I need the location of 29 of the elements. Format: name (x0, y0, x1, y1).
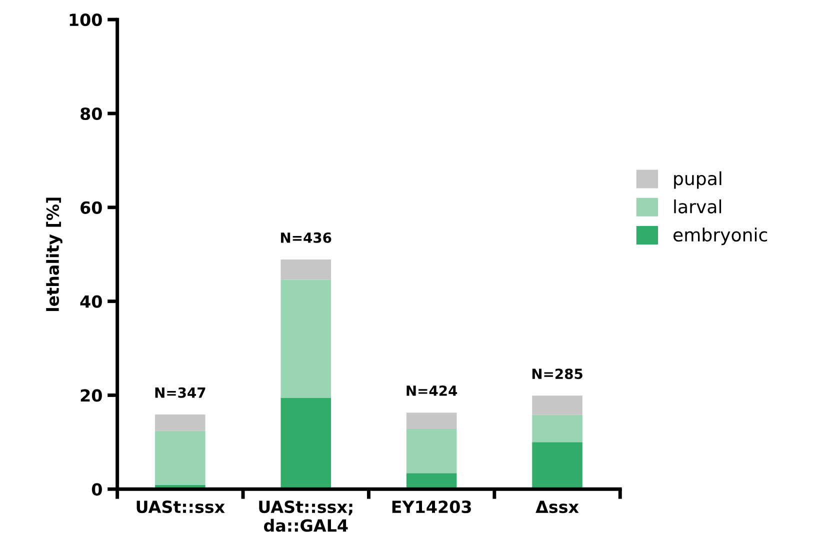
legend-label: embryonic (673, 228, 768, 246)
bar (280, 398, 332, 490)
bar (155, 414, 206, 431)
annotation: N=347 (155, 387, 206, 398)
bar (406, 429, 457, 474)
y-tick-label: 100 (70, 14, 102, 26)
x-tick-label: Δssx (536, 500, 579, 514)
bar (406, 412, 457, 430)
bar (155, 430, 206, 485)
x-tick-label: UASt::ssx (136, 500, 225, 514)
bar (532, 396, 582, 415)
y-tick-label: 20 (80, 389, 102, 402)
bar (280, 260, 332, 280)
bar (406, 473, 457, 490)
y-axis-title: lethality [%] (46, 198, 62, 311)
y-tick-label: 0 (92, 483, 102, 496)
x-tick-label: UASt::ssx; da::GAL4 (259, 500, 352, 532)
y-tick-label: 80 (80, 107, 102, 120)
bar (280, 280, 332, 398)
annotation: N=285 (532, 368, 582, 380)
annotation: N=436 (281, 232, 332, 243)
x-tick-label: EY14203 (392, 500, 471, 514)
y-tick-label: 60 (80, 201, 102, 214)
bar (532, 442, 582, 490)
bar (532, 414, 582, 442)
legend-label: larval (674, 199, 722, 214)
y-tick-label: 40 (80, 295, 102, 308)
annotation: N=424 (406, 386, 458, 396)
legend-label: pupal (674, 171, 722, 189)
